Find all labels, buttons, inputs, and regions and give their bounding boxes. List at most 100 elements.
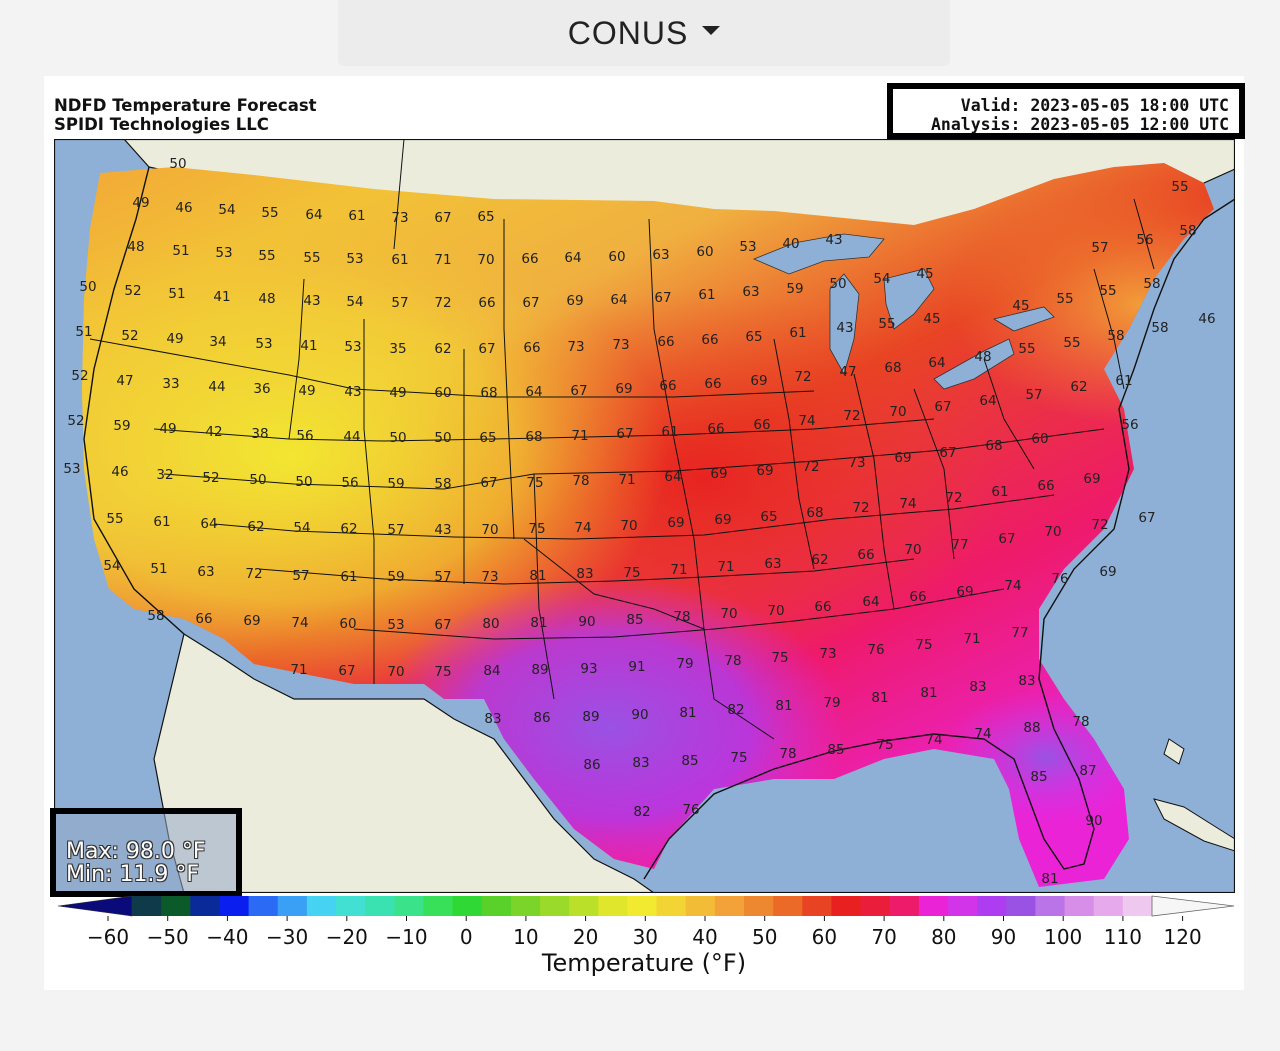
temp-label: 73 (567, 339, 584, 355)
temp-label: 43 (434, 522, 451, 538)
temp-label: 72 (794, 369, 811, 385)
colorbar-swatch (948, 896, 978, 916)
temp-label: 61 (789, 325, 806, 341)
temp-label: 74 (574, 520, 591, 536)
temp-label: 73 (819, 646, 836, 662)
temp-label: 68 (985, 438, 1002, 454)
temp-label: 81 (775, 698, 792, 714)
temp-label: 60 (434, 385, 451, 401)
temp-label: 50 (434, 430, 451, 446)
temp-label: 72 (945, 490, 962, 506)
temp-label: 81 (679, 705, 696, 721)
temp-label: 75 (771, 650, 788, 666)
temp-label: 61 (661, 424, 678, 440)
temp-label: 54 (103, 558, 120, 574)
temp-label: 65 (760, 509, 777, 525)
temp-label: 78 (724, 653, 741, 669)
temp-label: 67 (616, 426, 633, 442)
temp-label: 36 (253, 381, 270, 397)
temp-label: 49 (389, 385, 406, 401)
temp-label: 71 (963, 631, 980, 647)
colorbar-swatch (336, 896, 366, 916)
temp-label: 74 (291, 615, 308, 631)
colorbar-swatch (802, 896, 833, 916)
temp-label: 64 (305, 207, 322, 223)
colorbar-swatches (57, 895, 1235, 917)
region-selector[interactable]: CONUS (338, 0, 950, 66)
temp-label: 48 (258, 291, 275, 307)
temp-label: 34 (209, 334, 226, 350)
temp-label: 55 (106, 511, 123, 527)
min-value: Min: 11.9 °F (66, 862, 200, 887)
temp-label: 72 (434, 295, 451, 311)
temp-label: 45 (916, 266, 933, 282)
caret-down-icon[interactable] (702, 25, 721, 35)
colorbar-swatch (773, 896, 803, 916)
map-frame (54, 139, 1235, 893)
temp-label: 66 (195, 611, 212, 627)
temp-label: 70 (720, 606, 737, 622)
temp-label: 74 (899, 496, 916, 512)
temp-label: 73 (612, 337, 629, 353)
temp-label: 69 (566, 293, 583, 309)
temp-label: 71 (618, 472, 635, 488)
colorbar-tick-label: −50 (147, 925, 189, 949)
colorbar-tick-label: 90 (991, 925, 1016, 949)
temp-label: 51 (168, 286, 185, 302)
temp-label: 85 (626, 612, 643, 628)
temp-label: 38 (251, 426, 268, 442)
temp-label: 83 (1018, 673, 1035, 689)
temp-label: 69 (894, 450, 911, 466)
temp-label: 59 (786, 281, 803, 297)
colorbar-tick-label: 10 (513, 925, 538, 949)
temp-label: 90 (1085, 813, 1102, 829)
temp-label: 66 (659, 378, 676, 394)
temp-label: 78 (673, 609, 690, 625)
valid-time: Valid: 2023-05-05 18:00 UTC (960, 96, 1229, 115)
land-cuba (1153, 798, 1235, 852)
temp-label: 61 (698, 287, 715, 303)
temp-label: 64 (664, 469, 681, 485)
temp-label: 55 (878, 316, 895, 332)
temperature-map: 50 49 46 54 55 64 61 73 67 65 48 51 53 55 55 53 61 71 70 66… (54, 139, 1235, 893)
temp-label: 52 (202, 470, 219, 486)
temp-label: 66 (657, 334, 674, 350)
colorbar-swatch (627, 896, 658, 916)
max-value: Max: 98.0 °F (66, 839, 206, 864)
temp-label: 51 (75, 324, 92, 340)
temp-label: 50 (79, 279, 96, 295)
temp-label: 87 (1079, 763, 1096, 779)
colorbar-swatch (831, 896, 862, 916)
colorbar-swatch (306, 896, 337, 916)
colorbar: −60 −50 −40 −30 −20 −10 0 10 20 30 40 50 60 70 80 90 100… (57, 895, 1235, 949)
temp-label: 55 (261, 205, 278, 221)
temp-label: 93 (580, 661, 597, 677)
temp-label: 56 (1121, 417, 1138, 433)
temp-label: 59 (113, 418, 130, 434)
temp-label: 69 (956, 584, 973, 600)
temp-label: 57 (391, 295, 408, 311)
temp-label: 54 (346, 294, 363, 310)
temp-label: 57 (387, 522, 404, 538)
temp-label: 60 (1031, 431, 1048, 447)
analysis-time: Analysis: 2023-05-05 12:00 UTC (930, 115, 1229, 134)
temp-label: 81 (530, 615, 547, 631)
colorbar-label: Temperature (°F) (541, 949, 747, 977)
temp-label: 61 (340, 569, 357, 585)
temp-label: 64 (862, 594, 879, 610)
temp-label: 70 (477, 252, 494, 268)
temp-label: 67 (434, 617, 451, 633)
temp-label: 66 (753, 417, 770, 433)
temp-label: 72 (852, 500, 869, 516)
temp-label: 67 (478, 341, 495, 357)
temp-label: 69 (1099, 564, 1116, 580)
colorbar-tick-label: 60 (812, 925, 837, 949)
colorbar-tick-label: 0 (460, 925, 473, 949)
colorbar-swatch (365, 896, 395, 916)
temp-label: 52 (67, 413, 84, 429)
temp-label: 46 (111, 464, 128, 480)
temp-label: 41 (213, 289, 230, 305)
temperature-labels: 50 49 46 54 55 64 61 73 67 65 48 51 53 55 55 53 61 71 70 66… (63, 156, 1215, 887)
temp-label: 81 (1041, 871, 1058, 887)
temp-label: 68 (525, 429, 542, 445)
